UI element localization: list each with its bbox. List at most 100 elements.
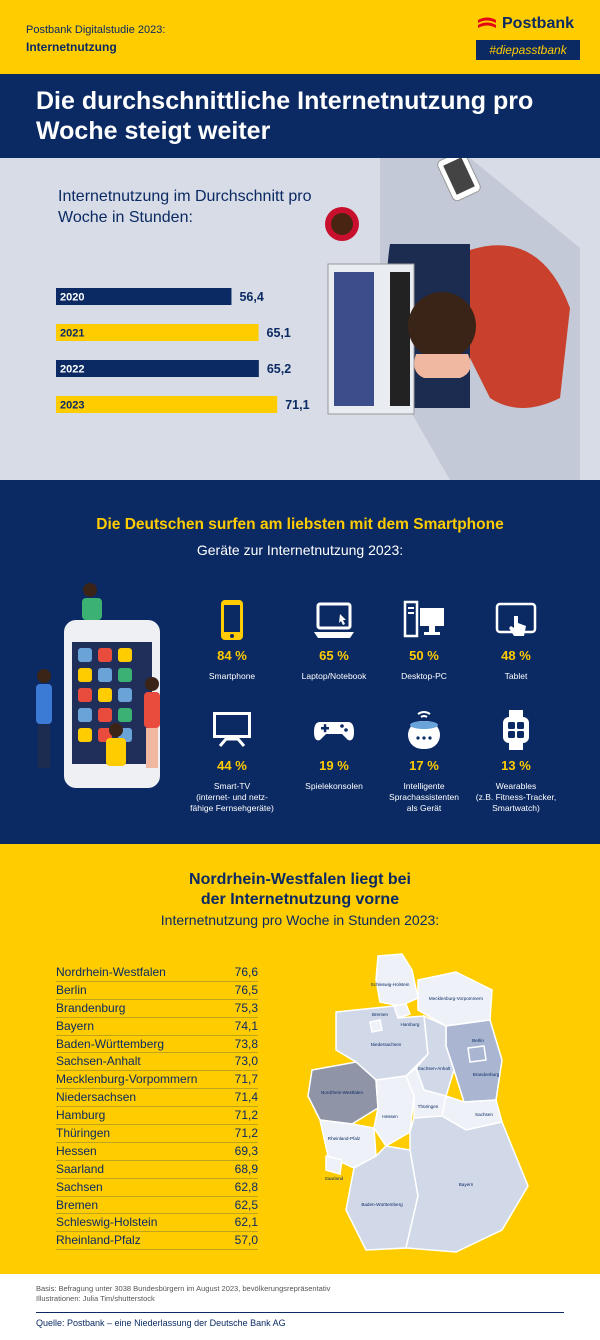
state-value: 69,3 bbox=[234, 1143, 258, 1158]
map-region-sh bbox=[375, 953, 419, 1007]
state-name: Sachsen bbox=[56, 1179, 103, 1194]
table-row: Sachsen 62,8 bbox=[56, 1179, 258, 1197]
state-value: 62,1 bbox=[234, 1215, 258, 1230]
device-label: Tablet bbox=[504, 671, 528, 681]
map-label-sn: Sachsen bbox=[475, 1112, 493, 1117]
map-region-hb bbox=[369, 1019, 383, 1033]
map-region-he bbox=[373, 1075, 415, 1148]
map-region-by bbox=[405, 1115, 529, 1253]
device-pct: 84 % bbox=[217, 648, 247, 663]
tablet-icon bbox=[495, 602, 537, 636]
device-smartphone: 84 % Smartphone bbox=[182, 598, 282, 682]
map-label-sh: Schleswig-Holstein bbox=[371, 982, 410, 987]
map-label-ni: Niedersachsen bbox=[371, 1042, 402, 1047]
smartphone-icon bbox=[221, 600, 243, 640]
map-label-by: Bayern bbox=[459, 1182, 474, 1187]
people-smartphone-illustration bbox=[36, 583, 160, 788]
devices-section: Die Deutschen surfen am liebsten mit dem… bbox=[0, 480, 600, 844]
state-name: Rheinland-Pfalz bbox=[56, 1233, 141, 1248]
state-name: Bremen bbox=[56, 1197, 99, 1212]
state-value: 73,8 bbox=[234, 1036, 258, 1051]
state-value: 71,2 bbox=[234, 1126, 258, 1141]
state-value: 73,0 bbox=[234, 1054, 258, 1069]
state-name: Baden-Württemberg bbox=[56, 1036, 165, 1051]
device-label: Wearables (z.B. Fitness-Tracker, Smartwa… bbox=[475, 781, 557, 813]
states-heading: Nordrhein-Westfalen liegt bei der Intern… bbox=[189, 871, 411, 908]
gamepad-icon bbox=[314, 722, 354, 741]
source-note: Quelle: Postbank – eine Niederlassung de… bbox=[36, 1318, 286, 1328]
state-name: Mecklenburg-Vorpommern bbox=[56, 1072, 198, 1087]
weekly-usage-bar-chart: 2020 56,4 2021 65,1 2022 65,2 2023 71,1 bbox=[56, 288, 310, 413]
laptop-icon bbox=[314, 602, 354, 638]
bar-2023 bbox=[56, 396, 278, 413]
table-row: Saarland 68,9 bbox=[56, 1161, 258, 1179]
state-name: Nordrhein-Westfalen bbox=[56, 965, 166, 979]
device-label: Laptop/Notebook bbox=[301, 671, 367, 681]
table-row: Berlin 76,5 bbox=[56, 982, 258, 1000]
germany-map: Schleswig-Holstein Mecklenburg-Vorpommer… bbox=[307, 953, 529, 1253]
device-pct: 65 % bbox=[319, 648, 349, 663]
device-pct: 44 % bbox=[217, 758, 247, 773]
table-row: Niedersachsen 71,4 bbox=[56, 1089, 258, 1108]
smart-tv-icon bbox=[213, 712, 251, 747]
device-smart-speaker: 17 % Intelligente Sprachassistenten als … bbox=[374, 708, 474, 814]
device-smart-tv: 44 % Smart-TV (internet- und netz- fähig… bbox=[182, 708, 282, 814]
map-label-be: Berlin bbox=[472, 1038, 484, 1043]
map-label-sl: Saarland bbox=[325, 1176, 344, 1181]
state-value: 57,0 bbox=[234, 1233, 258, 1248]
device-pct: 13 % bbox=[501, 758, 531, 773]
logo-tag: #diepasstbank bbox=[476, 40, 580, 60]
usage-trend-section: Internetnutzung im Durchschnitt pro Woch… bbox=[0, 158, 600, 480]
state-name: Thüringen bbox=[56, 1126, 111, 1141]
states-subheading: Internetnutzung pro Woche in Stunden 202… bbox=[160, 912, 440, 928]
bar-category-label: 2023 bbox=[60, 400, 84, 412]
smartwatch-icon bbox=[503, 710, 529, 750]
person-laptop-illustration bbox=[325, 158, 580, 480]
state-name: Sachsen-Anhalt bbox=[56, 1054, 141, 1069]
state-value: 71,4 bbox=[234, 1090, 258, 1105]
state-value: 75,3 bbox=[234, 1000, 258, 1015]
study-name: Postbank Digitalstudie 2023: bbox=[26, 24, 166, 36]
table-row: Rheinland-Pfalz 57,0 bbox=[56, 1232, 258, 1251]
state-value: 68,9 bbox=[234, 1161, 258, 1176]
map-label-he: Hessen bbox=[382, 1114, 398, 1119]
table-row: Schleswig-Holstein 62,1 bbox=[56, 1214, 258, 1233]
state-name: Hessen bbox=[56, 1143, 97, 1158]
table-row: Hessen 69,3 bbox=[56, 1143, 258, 1161]
state-name: Schleswig-Holstein bbox=[56, 1215, 158, 1230]
state-value: 74,1 bbox=[234, 1018, 258, 1033]
map-label-bw: Baden-Württemberg bbox=[361, 1202, 403, 1207]
page-title: Die durchschnittliche Internetnutzung pr… bbox=[36, 87, 534, 145]
state-name: Brandenburg bbox=[56, 1000, 126, 1015]
device-tablet: 48 % Tablet bbox=[466, 598, 566, 682]
state-name: Hamburg bbox=[56, 1108, 106, 1123]
map-label-nrw: Nordrhein-Westfalen bbox=[321, 1090, 363, 1095]
table-row: Mecklenburg-Vorpommern 71,7 bbox=[56, 1071, 258, 1090]
devices-subheading: Geräte zur Internetnutzung 2023: bbox=[196, 542, 404, 558]
map-region-ni bbox=[335, 1005, 429, 1081]
table-row: Bayern 74,1 bbox=[56, 1018, 258, 1036]
state-name: Niedersachsen bbox=[56, 1090, 137, 1105]
bar-category-label: 2020 bbox=[60, 292, 84, 304]
table-row: Thüringen 71,2 bbox=[56, 1125, 258, 1143]
map-label-st: Sachsen-Anhalt bbox=[418, 1066, 451, 1071]
survey-basis: Basis: Befragung unter 3038 Bundesbürger… bbox=[36, 1284, 331, 1293]
map-label-hb: Bremen bbox=[372, 1012, 389, 1017]
device-pct: 17 % bbox=[409, 758, 439, 773]
bar-2020 bbox=[56, 288, 232, 305]
title-banner: Die durchschnittliche Internetnutzung pr… bbox=[0, 74, 600, 158]
state-name: Berlin bbox=[56, 982, 87, 997]
table-row: Baden-Württemberg 73,8 bbox=[56, 1036, 258, 1054]
map-region-nrw bbox=[307, 1061, 379, 1125]
table-row: Nordrhein-Westfalen 76,6 bbox=[56, 964, 258, 982]
state-name: Saarland bbox=[56, 1161, 105, 1176]
state-value: 62,5 bbox=[234, 1197, 258, 1212]
map-region-sl bbox=[325, 1155, 343, 1175]
illustration-credit: Illustrationen: Julia Tim/shutterstock bbox=[36, 1294, 155, 1303]
usage-trend-subtitle: Internetnutzung im Durchschnitt pro Woch… bbox=[58, 188, 312, 226]
header: Postbank Digitalstudie 2023: Internetnut… bbox=[0, 0, 600, 74]
table-row: Bremen 62,5 bbox=[56, 1197, 258, 1215]
bar-2022 bbox=[56, 360, 259, 377]
desktop-pc-icon bbox=[403, 600, 444, 638]
state-value: 76,5 bbox=[234, 982, 258, 997]
